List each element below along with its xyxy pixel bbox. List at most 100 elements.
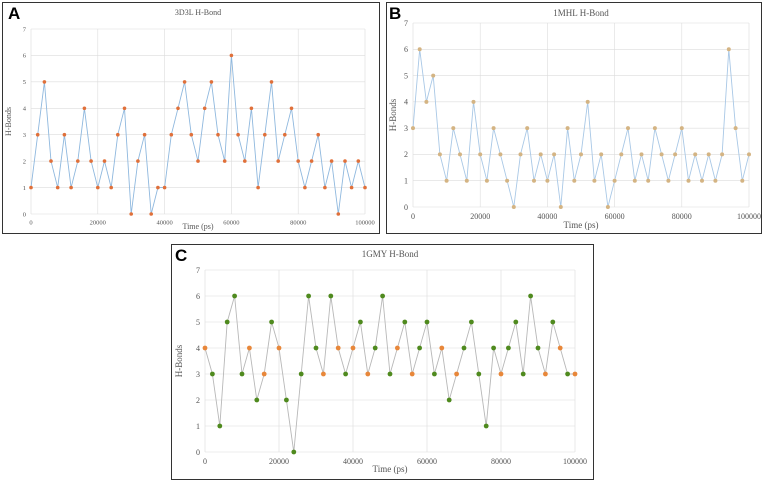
data-point bbox=[411, 126, 415, 131]
data-point bbox=[247, 345, 252, 351]
x-tick-label: 100000 bbox=[355, 220, 375, 227]
data-point bbox=[329, 159, 334, 163]
data-point bbox=[740, 178, 745, 183]
data-point bbox=[263, 132, 267, 137]
data-point bbox=[432, 371, 437, 377]
panel-c: 0 1 2 3 4 5 6 7 0 20000 40000 60000 80000 100000 1GMY … bbox=[171, 244, 594, 480]
data-point bbox=[276, 345, 282, 351]
data-point bbox=[303, 185, 307, 190]
x-tick-label: 60000 bbox=[417, 457, 437, 466]
panel-label-b: B bbox=[389, 4, 402, 23]
y-tick-label: 7 bbox=[23, 26, 27, 33]
y-tick-label: 7 bbox=[196, 266, 200, 275]
data-point bbox=[476, 371, 482, 377]
data-point bbox=[249, 106, 254, 111]
x-tick-label: 0 bbox=[203, 457, 207, 466]
data-point bbox=[402, 319, 408, 325]
data-point bbox=[565, 371, 570, 377]
data-point bbox=[491, 345, 496, 351]
data-point bbox=[652, 126, 657, 131]
data-point bbox=[62, 132, 67, 137]
data-point bbox=[506, 345, 511, 351]
data-point bbox=[484, 178, 489, 183]
data-point bbox=[498, 371, 504, 377]
data-point bbox=[89, 159, 93, 163]
y-tick-label: 6 bbox=[404, 45, 408, 54]
data-point bbox=[747, 152, 751, 157]
data-point bbox=[538, 152, 543, 157]
data-point bbox=[693, 152, 698, 157]
data-point bbox=[528, 293, 533, 299]
data-point bbox=[284, 397, 289, 403]
x-axis-label: Time (ps) bbox=[564, 220, 599, 230]
x-tick-label: 20000 bbox=[269, 457, 289, 466]
data-point bbox=[55, 185, 60, 190]
y-axis-label: H-Bonds bbox=[174, 344, 184, 377]
data-point bbox=[142, 132, 147, 137]
data-point bbox=[424, 319, 430, 325]
data-point bbox=[116, 132, 120, 137]
data-point bbox=[372, 345, 378, 351]
data-point bbox=[395, 345, 400, 351]
x-axis-label: Time (ps) bbox=[373, 464, 408, 474]
y-tick-label: 5 bbox=[404, 71, 408, 80]
y-tick-label: 1 bbox=[404, 177, 408, 186]
data-point bbox=[283, 132, 287, 137]
x-tick-label: 40000 bbox=[537, 212, 557, 221]
data-point bbox=[557, 345, 563, 351]
data-point bbox=[619, 152, 624, 157]
data-point bbox=[458, 152, 462, 157]
data-point bbox=[276, 159, 281, 163]
data-point bbox=[82, 106, 87, 111]
panel-b: 0 1 2 3 4 5 6 7 0 20000 40000 60000 80000 100000 1MHL … bbox=[386, 2, 762, 234]
data-point bbox=[451, 126, 456, 131]
data-point bbox=[565, 126, 570, 131]
data-point bbox=[469, 319, 474, 325]
x-tick-label: 20000 bbox=[470, 212, 490, 221]
data-point bbox=[639, 152, 644, 157]
y-tick-label: 0 bbox=[23, 211, 26, 218]
data-point bbox=[733, 126, 738, 131]
data-point bbox=[532, 178, 536, 183]
data-point bbox=[726, 47, 731, 52]
data-point bbox=[483, 423, 489, 429]
data-point bbox=[49, 159, 53, 163]
data-point bbox=[520, 371, 526, 377]
x-axis-label: Time (ps) bbox=[182, 222, 213, 231]
data-point bbox=[298, 371, 304, 377]
x-tick-label: 0 bbox=[29, 220, 32, 227]
data-point bbox=[525, 126, 530, 131]
data-point bbox=[491, 126, 496, 131]
data-point bbox=[572, 371, 578, 377]
data-point bbox=[358, 319, 363, 325]
data-point bbox=[149, 212, 153, 216]
data-point bbox=[202, 106, 207, 111]
data-point bbox=[626, 126, 630, 131]
y-tick-label: 3 bbox=[404, 124, 408, 133]
chart-title: 1MHL H-Bond bbox=[553, 8, 609, 18]
data-point bbox=[356, 159, 361, 163]
data-point bbox=[380, 293, 385, 299]
y-tick-label: 3 bbox=[23, 132, 26, 139]
data-point bbox=[454, 371, 459, 377]
data-point bbox=[513, 319, 519, 325]
data-point bbox=[156, 185, 160, 190]
data-point bbox=[592, 178, 597, 183]
y-axis-label: H-Bonds bbox=[4, 107, 13, 136]
data-point bbox=[122, 106, 127, 111]
data-point bbox=[296, 159, 301, 163]
data-point bbox=[239, 371, 245, 377]
data-point bbox=[518, 152, 523, 157]
y-tick-label: 4 bbox=[196, 344, 200, 353]
data-point bbox=[216, 132, 220, 137]
panel-a: 0 1 2 3 4 5 6 7 0 20000 40000 60000 80000 100000 3D3L … bbox=[2, 2, 380, 234]
data-point bbox=[558, 205, 563, 209]
x-tick-label: 100000 bbox=[563, 457, 587, 466]
data-point bbox=[464, 178, 469, 183]
data-point bbox=[343, 371, 348, 377]
data-point bbox=[243, 159, 247, 163]
data-point bbox=[599, 152, 604, 157]
chart-title: 3D3L H-Bond bbox=[175, 8, 221, 17]
y-tick-label: 1 bbox=[23, 185, 26, 192]
data-point bbox=[605, 205, 610, 209]
